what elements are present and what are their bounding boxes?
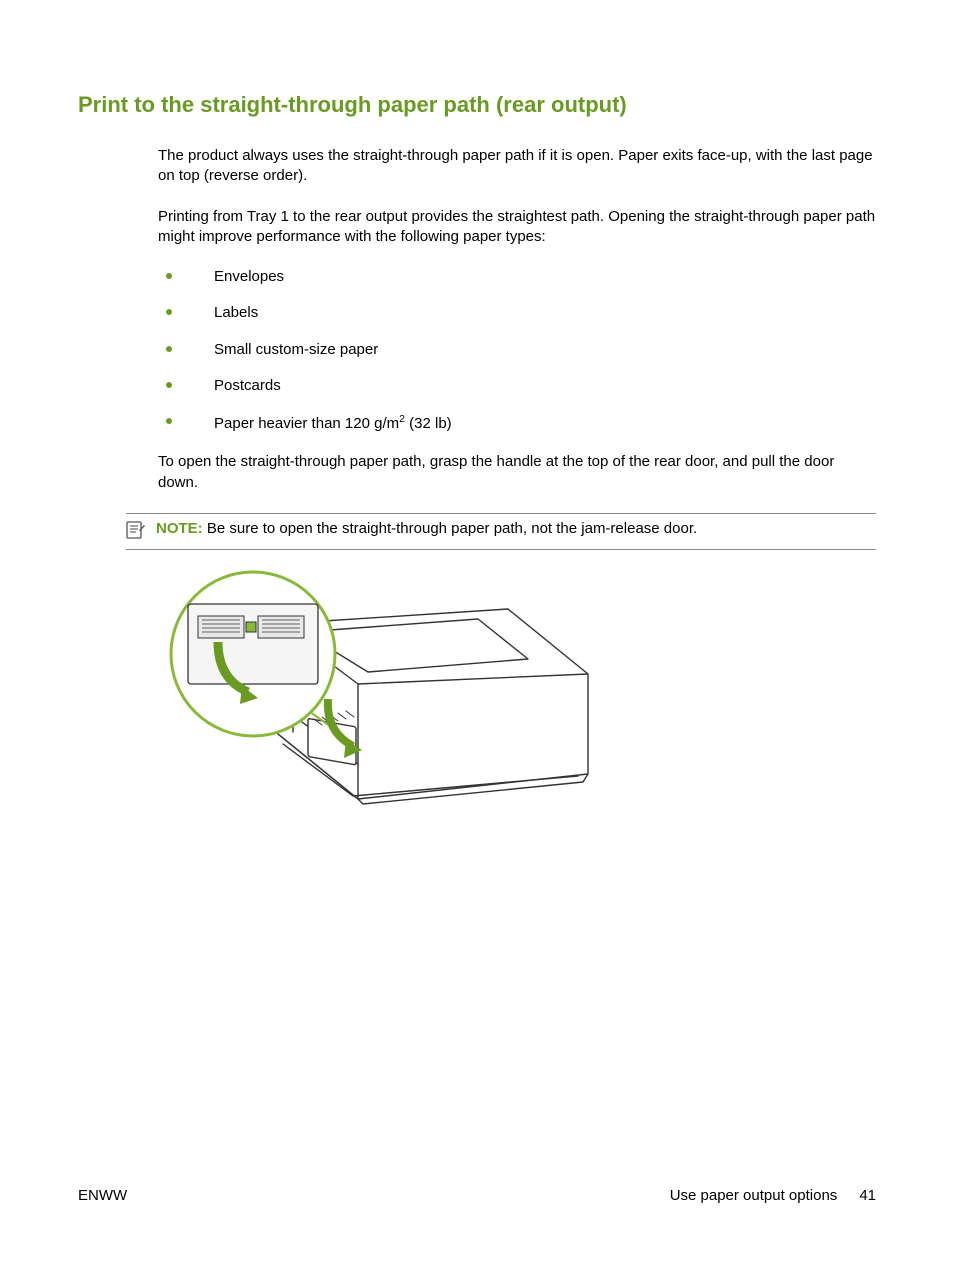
page: Print to the straight-through paper path… <box>0 0 954 1270</box>
note-text-container: NOTE: Be sure to open the straight-throu… <box>156 520 876 537</box>
page-number: 41 <box>859 1187 876 1204</box>
note-body: Be sure to open the straight-through pap… <box>207 520 697 537</box>
body-content: The product always uses the straight-thr… <box>158 146 876 493</box>
footer-right: Use paper output options 41 <box>670 1187 876 1204</box>
paragraph-3: To open the straight-through paper path,… <box>158 452 876 493</box>
paragraph-1: The product always uses the straight-thr… <box>158 146 876 187</box>
note-callout: NOTE: Be sure to open the straight-throu… <box>126 513 876 550</box>
bullet-list: Envelopes Labels Small custom-size paper Po… <box>158 267 876 434</box>
printer-figure <box>158 564 876 829</box>
bullet-item: Labels <box>158 303 876 323</box>
page-footer: ENWW Use paper output options 41 <box>78 1187 876 1204</box>
footer-left: ENWW <box>78 1187 127 1204</box>
bullet-item: Small custom-size paper <box>158 340 876 360</box>
footer-section-title: Use paper output options <box>670 1187 838 1204</box>
note-icon <box>126 521 146 543</box>
bullet-item: Postcards <box>158 376 876 396</box>
note-label: NOTE: <box>156 520 203 537</box>
section-heading: Print to the straight-through paper path… <box>78 92 876 118</box>
paragraph-2: Printing from Tray 1 to the rear output … <box>158 207 876 248</box>
bullet-item: Paper heavier than 120 g/m2 (32 lb) <box>158 412 876 434</box>
bullet-item: Envelopes <box>158 267 876 287</box>
